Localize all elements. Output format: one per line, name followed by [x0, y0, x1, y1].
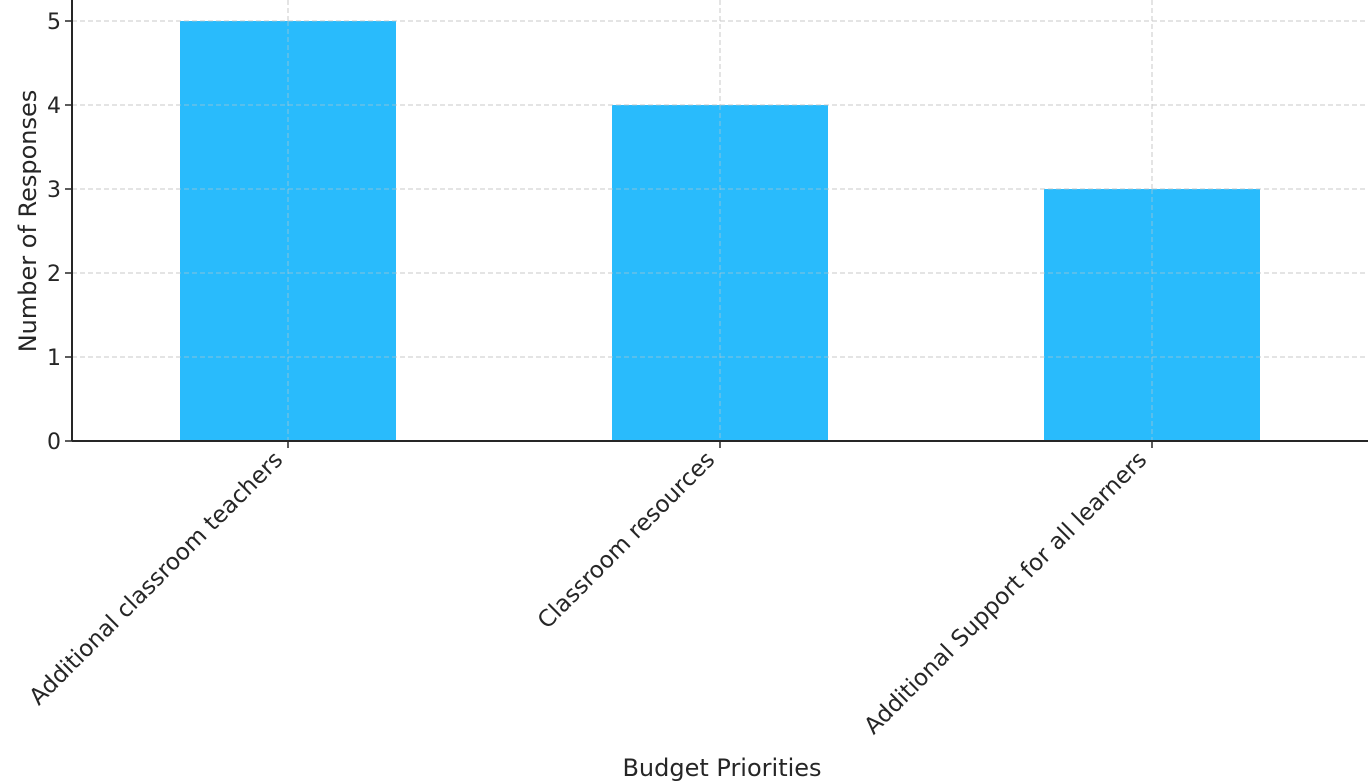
x-tick-label: Additional classroom teachers [25, 447, 289, 711]
x-axis-title: Budget Priorities [622, 754, 821, 782]
y-tick-label: 5 [47, 10, 61, 35]
y-axis-title: Number of Responses [14, 90, 42, 353]
x-tick-label: Additional Support for all learners [860, 447, 1153, 740]
y-tick-label: 3 [47, 178, 61, 203]
y-tick-label: 4 [47, 94, 61, 119]
x-tick-label: Classroom resources [533, 447, 720, 634]
y-tick-label: 1 [47, 346, 61, 371]
x-tick-labels: Additional classroom teachers Classroom r… [25, 441, 1153, 740]
y-tick-label: 0 [47, 430, 61, 455]
y-tick-labels: 0 1 2 3 4 5 [47, 10, 72, 455]
bar [1044, 189, 1260, 441]
bars [72, 20, 1368, 441]
y-tick-label: 2 [47, 262, 61, 287]
